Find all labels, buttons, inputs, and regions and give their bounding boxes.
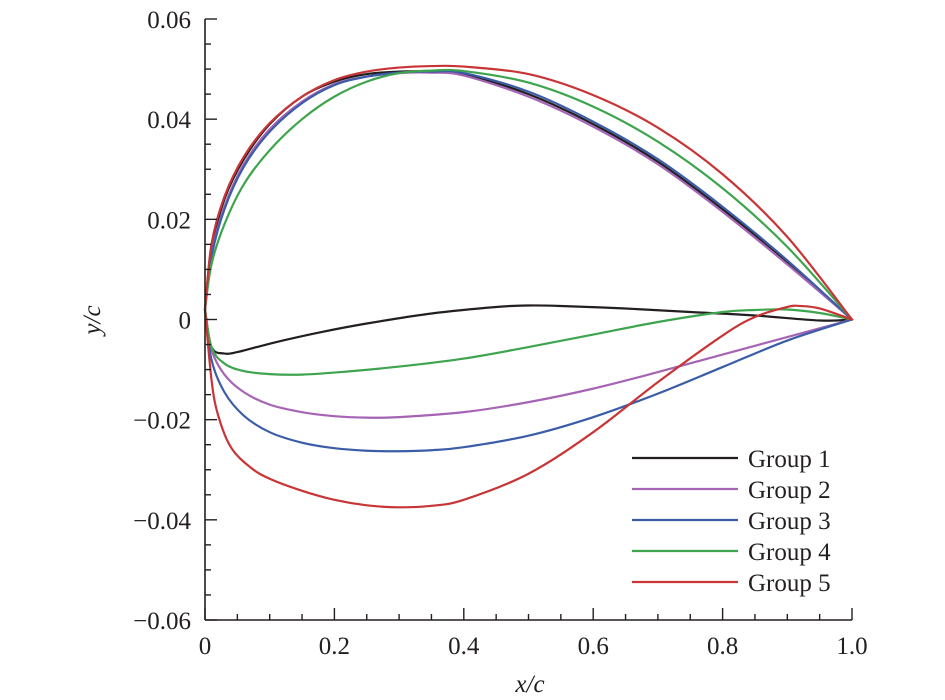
- x-tick-label: 0: [199, 633, 212, 660]
- series-3-upper-line: [203, 70, 854, 321]
- x-tick-label: 0.2: [319, 633, 350, 660]
- series-2: [203, 71, 854, 419]
- x-tick-label: 0.4: [448, 633, 480, 660]
- series-layer: [203, 64, 854, 509]
- series-2-upper-line: [203, 71, 854, 321]
- y-tick-label: 0.04: [147, 107, 191, 134]
- legend-item: Group 5: [632, 570, 831, 597]
- series-3: [203, 70, 854, 453]
- y-tick-label: 0.02: [147, 207, 191, 234]
- y-tick-label: 0: [179, 308, 192, 335]
- legend-item: Group 1: [632, 446, 831, 473]
- legend-label: Group 2: [748, 477, 831, 504]
- x-tick-label: 0.6: [578, 633, 609, 660]
- y-tick-label: −0.06: [133, 608, 191, 635]
- axes-layer: 0.06 0.04 0.02 0 −0.02 −0.04 −0.06 0 0.2 0.4 0.6 0.…: [133, 7, 867, 660]
- x-tick-label: 1.0: [836, 633, 867, 660]
- y-tick-label: −0.04: [133, 508, 191, 535]
- series-1-upper-line: [203, 70, 854, 321]
- legend-item: Group 4: [632, 539, 831, 566]
- y-axis-title: y/c: [79, 305, 106, 337]
- series-2-lower-line: [203, 308, 854, 419]
- legend-label: Group 1: [748, 446, 831, 473]
- series-4: [203, 68, 854, 376]
- legend-item: Group 2: [632, 477, 831, 504]
- series-5: [203, 64, 854, 509]
- legend-label: Group 5: [748, 570, 831, 597]
- legend-label: Group 4: [748, 539, 831, 566]
- series-1: [203, 70, 854, 355]
- x-tick-label: 0.8: [707, 633, 738, 660]
- series-4-lower-line: [203, 308, 854, 376]
- legend-label: Group 3: [748, 508, 831, 535]
- y-tick-label: −0.02: [133, 408, 191, 435]
- series-5-upper-line: [203, 64, 854, 321]
- legend: Group 1 Group 2 Group 3 Group 4 Group 5: [632, 446, 831, 597]
- x-axis-title: x/c: [514, 671, 544, 698]
- series-4-upper-line: [203, 68, 854, 321]
- y-tick-label: 0.06: [147, 7, 191, 34]
- series-3-lower-line: [203, 308, 854, 453]
- legend-item: Group 3: [632, 508, 831, 535]
- series-5-lower-line: [203, 304, 854, 509]
